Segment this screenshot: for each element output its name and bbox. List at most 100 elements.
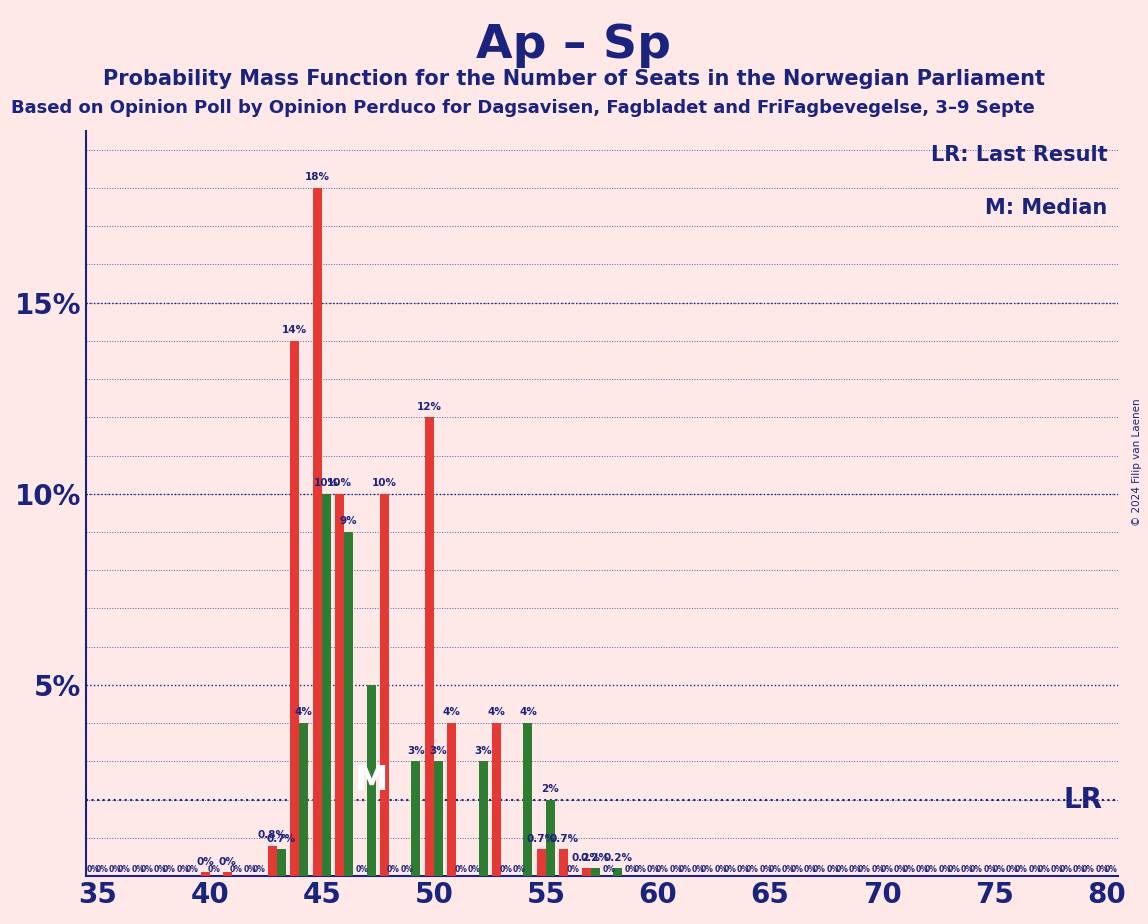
Text: 0%: 0% (1006, 865, 1018, 874)
Text: 0%: 0% (701, 865, 714, 874)
Text: 0%: 0% (881, 865, 893, 874)
Text: 0%: 0% (737, 865, 750, 874)
Text: 0%: 0% (196, 857, 214, 867)
Bar (201, 872, 210, 876)
Text: 0.2%: 0.2% (581, 853, 610, 863)
Text: 0%: 0% (961, 865, 974, 874)
Text: M: Median: M: Median (985, 198, 1107, 218)
Bar (613, 869, 622, 876)
Text: 0%: 0% (219, 857, 236, 867)
Text: 0%: 0% (871, 865, 884, 874)
Text: 0%: 0% (1081, 865, 1095, 874)
Text: Based on Opinion Poll by Opinion Perduco for Dagsavisen, Fagbladet and FriFagbev: Based on Opinion Poll by Opinion Perduco… (11, 99, 1035, 116)
Text: 0%: 0% (984, 865, 996, 874)
Bar (591, 869, 599, 876)
Text: 18%: 18% (304, 172, 329, 182)
Text: 12%: 12% (417, 402, 442, 411)
Text: 0%: 0% (95, 865, 109, 874)
Text: 14%: 14% (282, 325, 308, 335)
Text: 0%: 0% (1104, 865, 1117, 874)
Bar (321, 493, 331, 876)
Text: 0%: 0% (455, 865, 467, 874)
Bar (492, 723, 501, 876)
Text: 0%: 0% (836, 865, 848, 874)
Text: 0%: 0% (132, 865, 145, 874)
Text: 0%: 0% (791, 865, 804, 874)
Text: 0%: 0% (118, 865, 131, 874)
Text: 2%: 2% (542, 784, 559, 794)
Text: 0%: 0% (356, 865, 369, 874)
Bar (335, 493, 344, 876)
Text: 4%: 4% (488, 708, 505, 717)
Text: 0%: 0% (634, 865, 646, 874)
Text: 0%: 0% (1060, 865, 1072, 874)
Text: 0%: 0% (678, 865, 691, 874)
Text: 3%: 3% (429, 746, 448, 756)
Text: 0%: 0% (253, 865, 265, 874)
Text: 0%: 0% (827, 865, 839, 874)
Text: 10%: 10% (372, 478, 397, 488)
Text: 0.7%: 0.7% (266, 833, 296, 844)
Text: 0%: 0% (154, 865, 166, 874)
Text: 0%: 0% (243, 865, 256, 874)
Bar (300, 723, 309, 876)
Text: 0%: 0% (109, 865, 122, 874)
Text: 0.7%: 0.7% (549, 833, 579, 844)
Bar (411, 761, 420, 876)
Text: 0%: 0% (848, 865, 862, 874)
Text: 9%: 9% (340, 517, 357, 527)
Text: 4%: 4% (295, 708, 312, 717)
Bar (523, 723, 533, 876)
Bar (290, 341, 300, 876)
Text: 3%: 3% (474, 746, 492, 756)
Text: 0%: 0% (925, 865, 938, 874)
Bar (267, 845, 277, 876)
Text: 3%: 3% (408, 746, 425, 756)
Text: 0%: 0% (86, 865, 100, 874)
Text: 0%: 0% (1050, 865, 1063, 874)
Bar (344, 532, 354, 876)
Bar (559, 849, 568, 876)
Text: 0%: 0% (467, 865, 481, 874)
Text: © 2024 Filip van Laenen: © 2024 Filip van Laenen (1132, 398, 1142, 526)
Text: 0.2%: 0.2% (572, 853, 600, 863)
Bar (546, 799, 554, 876)
Text: 0%: 0% (939, 865, 952, 874)
Text: Probability Mass Function for the Number of Seats in the Norwegian Parliament: Probability Mass Function for the Number… (103, 69, 1045, 90)
Text: 0%: 0% (893, 865, 907, 874)
Text: 0%: 0% (1015, 865, 1027, 874)
Text: 0%: 0% (603, 865, 615, 874)
Text: 0%: 0% (902, 865, 915, 874)
Text: LR: LR (1063, 785, 1102, 814)
Text: 0%: 0% (858, 865, 870, 874)
Text: 10%: 10% (313, 478, 339, 488)
Text: 0%: 0% (1037, 865, 1050, 874)
Text: 0%: 0% (208, 865, 220, 874)
Text: 0%: 0% (512, 865, 526, 874)
Text: 4%: 4% (443, 708, 460, 717)
Bar (277, 849, 286, 876)
Text: M: M (355, 764, 388, 797)
Text: 0.7%: 0.7% (527, 833, 556, 844)
Text: 0%: 0% (163, 865, 176, 874)
Text: 0%: 0% (140, 865, 154, 874)
Bar (434, 761, 443, 876)
Bar (380, 493, 389, 876)
Bar (479, 761, 488, 876)
Text: 0%: 0% (387, 865, 400, 874)
Bar (448, 723, 456, 876)
Text: 0%: 0% (723, 865, 736, 874)
Text: 4%: 4% (519, 708, 537, 717)
Text: 0%: 0% (1029, 865, 1041, 874)
Text: 0%: 0% (1073, 865, 1086, 874)
Text: 0%: 0% (401, 865, 413, 874)
Text: 0%: 0% (647, 865, 660, 874)
Text: 0%: 0% (782, 865, 794, 874)
Text: 0%: 0% (759, 865, 773, 874)
Text: 0.8%: 0.8% (258, 830, 287, 840)
Text: 0%: 0% (692, 865, 705, 874)
Text: 0%: 0% (714, 865, 727, 874)
Text: 0%: 0% (656, 865, 669, 874)
Bar (312, 188, 321, 876)
Bar (425, 418, 434, 876)
